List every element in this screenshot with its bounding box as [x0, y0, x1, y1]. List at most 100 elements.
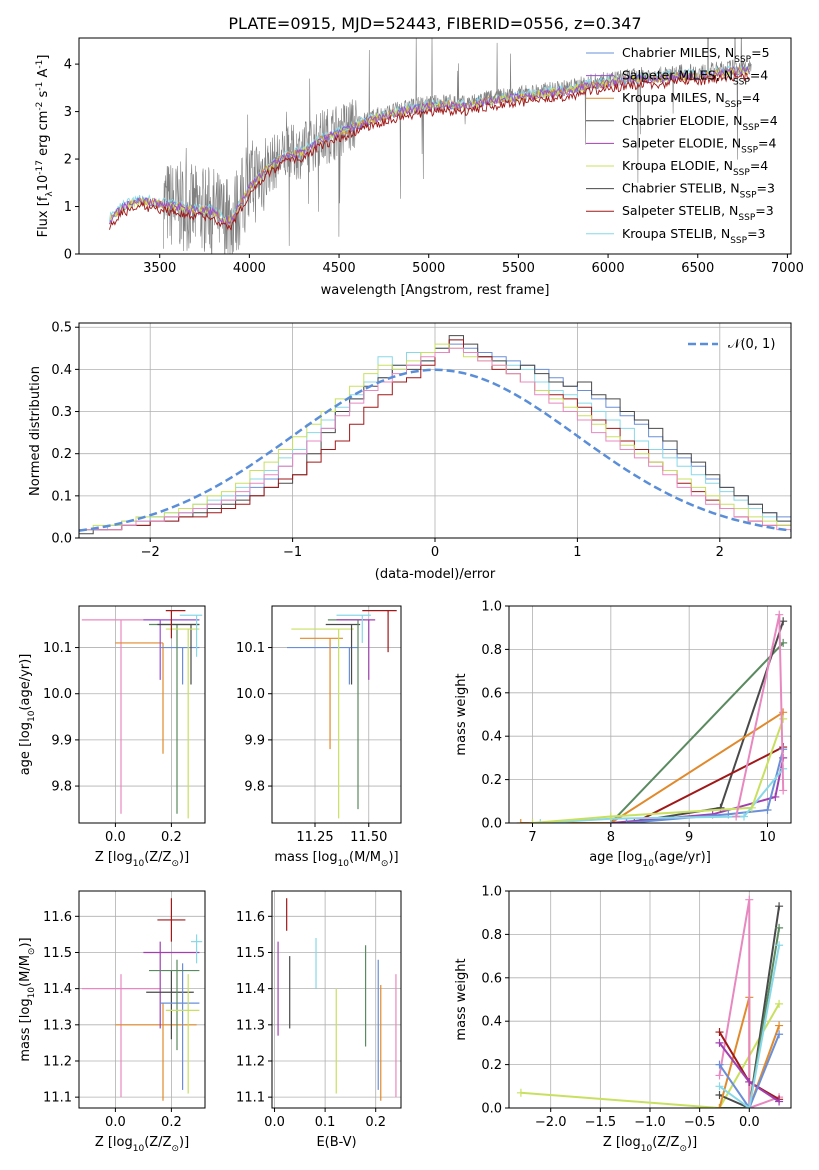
x-axis-label-part: )] — [388, 850, 398, 865]
legend-label-part: SSP — [738, 213, 755, 223]
x-tick-label: −2 — [141, 545, 160, 560]
y-axis-label-part: s — [36, 90, 51, 101]
x-axis-label-part: mass [log — [274, 850, 337, 865]
y-tick-label: 11.5 — [43, 946, 72, 961]
errorbar-point — [336, 614, 371, 643]
y-tick-label: 0.8 — [481, 643, 502, 658]
axes-frame — [78, 890, 206, 1109]
plot-area — [516, 895, 784, 1108]
y-tick-label: 0 — [64, 248, 72, 263]
errorbar-point — [291, 628, 354, 819]
x-axis-label: E(B-V) — [316, 1135, 356, 1150]
plot-area — [79, 335, 791, 535]
y-axis-label-part: λ — [45, 191, 55, 197]
y-axis-label-part: -2 — [35, 102, 45, 111]
errorbar-point — [115, 1003, 197, 1101]
x-axis-label: mass [log10(M/M⊙)] — [274, 850, 398, 869]
weight-marker — [779, 714, 788, 723]
weight-line — [718, 945, 781, 1108]
y-tick-label: 9.8 — [244, 780, 265, 795]
errorbar-point — [336, 619, 376, 680]
x-axis-label-part: 10 — [338, 859, 350, 869]
panel-spectrum: 3500 4000 4500 5000 5500 6000 6500 7000 0 1 2 3 4 Cha… — [35, 37, 804, 298]
panel-mass-vs-ebv: 0.0 0.1 0.2 11.1 11.2 11.3 11.4 11.5 11.6 E(B-V) — [236, 890, 402, 1150]
x-axis-label-part: )] — [687, 1135, 697, 1150]
errorbar-point — [160, 963, 200, 1090]
x-axis-label-part: ⊙ — [679, 1144, 687, 1154]
x-axis-label-part: age [log — [589, 850, 642, 865]
x-axis-label-part: )] — [179, 850, 189, 865]
weight-marker — [715, 1104, 724, 1108]
weight-marker — [763, 805, 772, 814]
weight-marker — [775, 1097, 784, 1106]
y-tick-label: 4 — [64, 58, 72, 73]
model-spectrum-line — [109, 66, 750, 226]
errorbar-point — [325, 623, 361, 685]
x-tick-label: 0.2 — [161, 830, 182, 845]
y-tick-label: 10.0 — [43, 687, 72, 702]
legend-label: Chabrier STELIB, NSSP=3 — [622, 181, 775, 201]
weight-marker — [740, 812, 748, 821]
x-axis-label-part: (age/yr)] — [654, 850, 711, 865]
x-tick-label: −1 — [283, 545, 302, 560]
model-spectrum-line — [109, 72, 751, 231]
legend-label-part: =4 — [742, 90, 760, 105]
weight-marker — [745, 1077, 754, 1086]
y-tick-label: 1.0 — [481, 600, 502, 615]
x-axis-label: age [log10(age/yr)] — [589, 850, 711, 869]
x-tick-label: 0 — [431, 545, 439, 560]
weight-line — [610, 642, 784, 823]
x-tick-label: 10 — [759, 830, 776, 845]
weight-marker — [747, 803, 756, 812]
weight-line — [532, 718, 785, 823]
errorbar-point — [191, 934, 203, 964]
y-tick-label: 11.5 — [236, 946, 265, 961]
x-axis-label-part: (M/M — [349, 850, 381, 865]
legend-label-part: Salpeter MILES, N — [622, 68, 733, 83]
x-axis-label-part: (Z/Z — [144, 1135, 171, 1150]
y-tick-label: 0.2 — [481, 773, 502, 788]
axes-frame — [78, 37, 792, 255]
plot-area — [277, 898, 397, 1101]
y-tick-label: 0.2 — [481, 1058, 502, 1073]
x-tick-label: 9 — [685, 830, 693, 845]
y-axis-label: age [log10(age/yr)] — [18, 654, 37, 776]
legend-label: Kroupa MILES, NSSP=4 — [622, 90, 760, 110]
y-axis-label-part: (age/yr)] — [18, 654, 33, 711]
weight-marker — [771, 792, 780, 801]
errorbar-point — [165, 974, 200, 1094]
x-tick-label: 4500 — [323, 261, 356, 276]
y-tick-label: 1 — [64, 200, 72, 215]
errorbar-point — [143, 941, 200, 1029]
axes-frame — [271, 605, 402, 824]
x-axis-label-part: ⊙ — [171, 1144, 179, 1154]
legend-label-part: Kroupa ELODIE, N — [622, 158, 733, 173]
x-tick-label: 0.0 — [739, 1115, 760, 1130]
x-tick-label: 6500 — [681, 261, 714, 276]
weight-marker — [745, 1104, 754, 1108]
legend-label-part: =5 — [751, 45, 769, 60]
x-axis-label: Z [log10(Z/Z⊙)] — [95, 850, 189, 869]
legend-label-part: Chabrier STELIB, N — [622, 181, 740, 196]
x-axis-label: Z [log10(Z/Z⊙)] — [95, 1135, 189, 1154]
weight-line — [718, 1033, 781, 1108]
legend-label: Salpeter STELIB, NSSP=3 — [622, 203, 774, 223]
x-tick-label: −1.0 — [634, 1115, 666, 1130]
x-tick-label: −1.5 — [585, 1115, 617, 1130]
plot-area — [81, 610, 203, 819]
errorbar-point — [179, 614, 203, 657]
y-axis-label-part: erg cm — [36, 111, 51, 160]
legend-label: Salpeter ELODIE, NSSP=4 — [622, 135, 777, 155]
y-tick-label: 0.2 — [51, 447, 72, 462]
axes-frame — [78, 605, 206, 824]
weight-marker — [775, 999, 784, 1008]
y-axis-label-part: -17 — [35, 160, 45, 175]
errorbar-point — [149, 959, 200, 1051]
x-axis-label-part: Z [log — [95, 1135, 133, 1150]
axes-frame — [271, 890, 402, 1109]
y-tick-label: 9.8 — [51, 780, 72, 795]
panel-age-vs-mass: 11.25 11.50 9.8 9.9 10.0 10.1 mass [log10(M/M⊙… — [236, 605, 402, 869]
legend-label-part: SSP — [741, 145, 758, 155]
legend-label: 𝒩(0, 1) — [728, 337, 775, 352]
